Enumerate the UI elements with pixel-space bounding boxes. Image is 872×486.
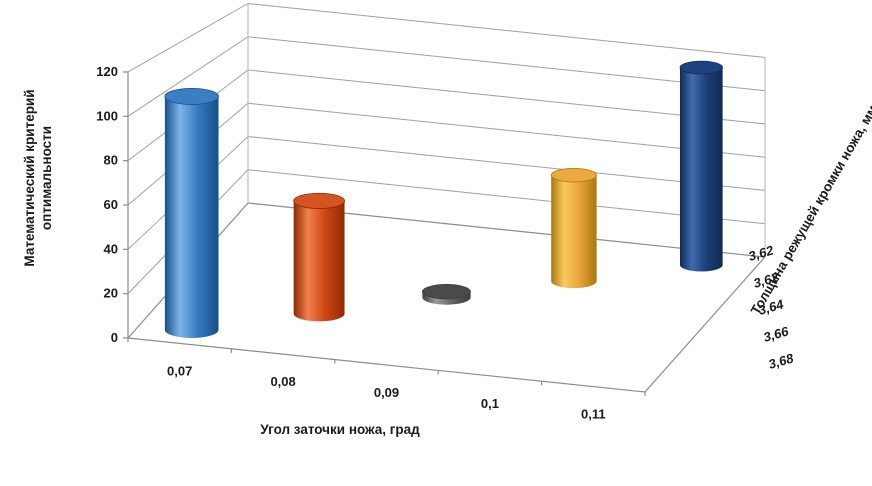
gridline bbox=[127, 36, 766, 117]
x-tick-label: 0,11 bbox=[581, 407, 606, 422]
x-tick-label: 0,1 bbox=[481, 396, 499, 411]
gridline bbox=[127, 102, 766, 206]
y-tick-label: 40 bbox=[104, 241, 118, 256]
bar-cylinder-0,08 bbox=[293, 192, 345, 322]
gridline bbox=[127, 2, 766, 73]
x-tick-label: 0,07 bbox=[167, 363, 192, 378]
y-axis-title: Математический критерий оптимальности bbox=[22, 89, 54, 266]
bar-cylinder-0,1 bbox=[550, 168, 597, 289]
x-axis-title: Угол заточки ножа, град bbox=[260, 422, 420, 437]
cylinder-body bbox=[551, 175, 597, 289]
cylinder-top bbox=[679, 60, 724, 75]
depth-tick-label: 3,68 bbox=[767, 350, 796, 372]
axis-titles: Угол заточки ножа, град Математический кр… bbox=[22, 89, 872, 437]
cylinder-body bbox=[164, 96, 219, 338]
x-tick-label: 0,09 bbox=[374, 385, 399, 400]
cylinder-top bbox=[550, 168, 597, 183]
cylinder-top bbox=[422, 284, 471, 300]
gridlines bbox=[127, 2, 766, 295]
cylinder-top bbox=[293, 192, 345, 209]
gridline bbox=[127, 135, 766, 250]
y-axis-title-line: Математический критерий bbox=[22, 89, 37, 266]
gridline bbox=[127, 169, 766, 295]
cylinder-body bbox=[679, 67, 723, 272]
y-tick-label: 120 bbox=[96, 64, 118, 79]
depth-tick-label: 3,66 bbox=[762, 323, 791, 345]
y-tick-label: 100 bbox=[96, 108, 118, 123]
bars bbox=[164, 60, 724, 338]
depth-tick-label: 3,64 bbox=[757, 296, 786, 318]
x-tick-label: 0,08 bbox=[270, 374, 295, 389]
cylinder-body bbox=[293, 200, 345, 322]
y-tick-label: 20 bbox=[104, 286, 118, 301]
bar-cylinder-0,07 bbox=[164, 88, 219, 338]
cylinder-top bbox=[164, 88, 219, 105]
depth-tick-label: 3,62 bbox=[752, 269, 781, 291]
y-tick-label: 60 bbox=[104, 197, 118, 212]
tick-labels: 0 20 40 60 80 100 120 0,07 0,08 0,09 0,1 0,11 3,68 3,… bbox=[96, 64, 796, 422]
depth-tick-label: 3,62 bbox=[747, 242, 776, 264]
bar-cylinder-0,11 bbox=[679, 60, 724, 272]
y-axis-title-line: оптимальности bbox=[39, 126, 54, 230]
y-tick-label: 0 bbox=[111, 330, 118, 345]
bar-cylinder-0,09 bbox=[422, 284, 471, 305]
depth-axis-title: Толщина режущей кромки ножа, мм bbox=[748, 102, 872, 317]
y-tick-label: 80 bbox=[104, 153, 118, 168]
